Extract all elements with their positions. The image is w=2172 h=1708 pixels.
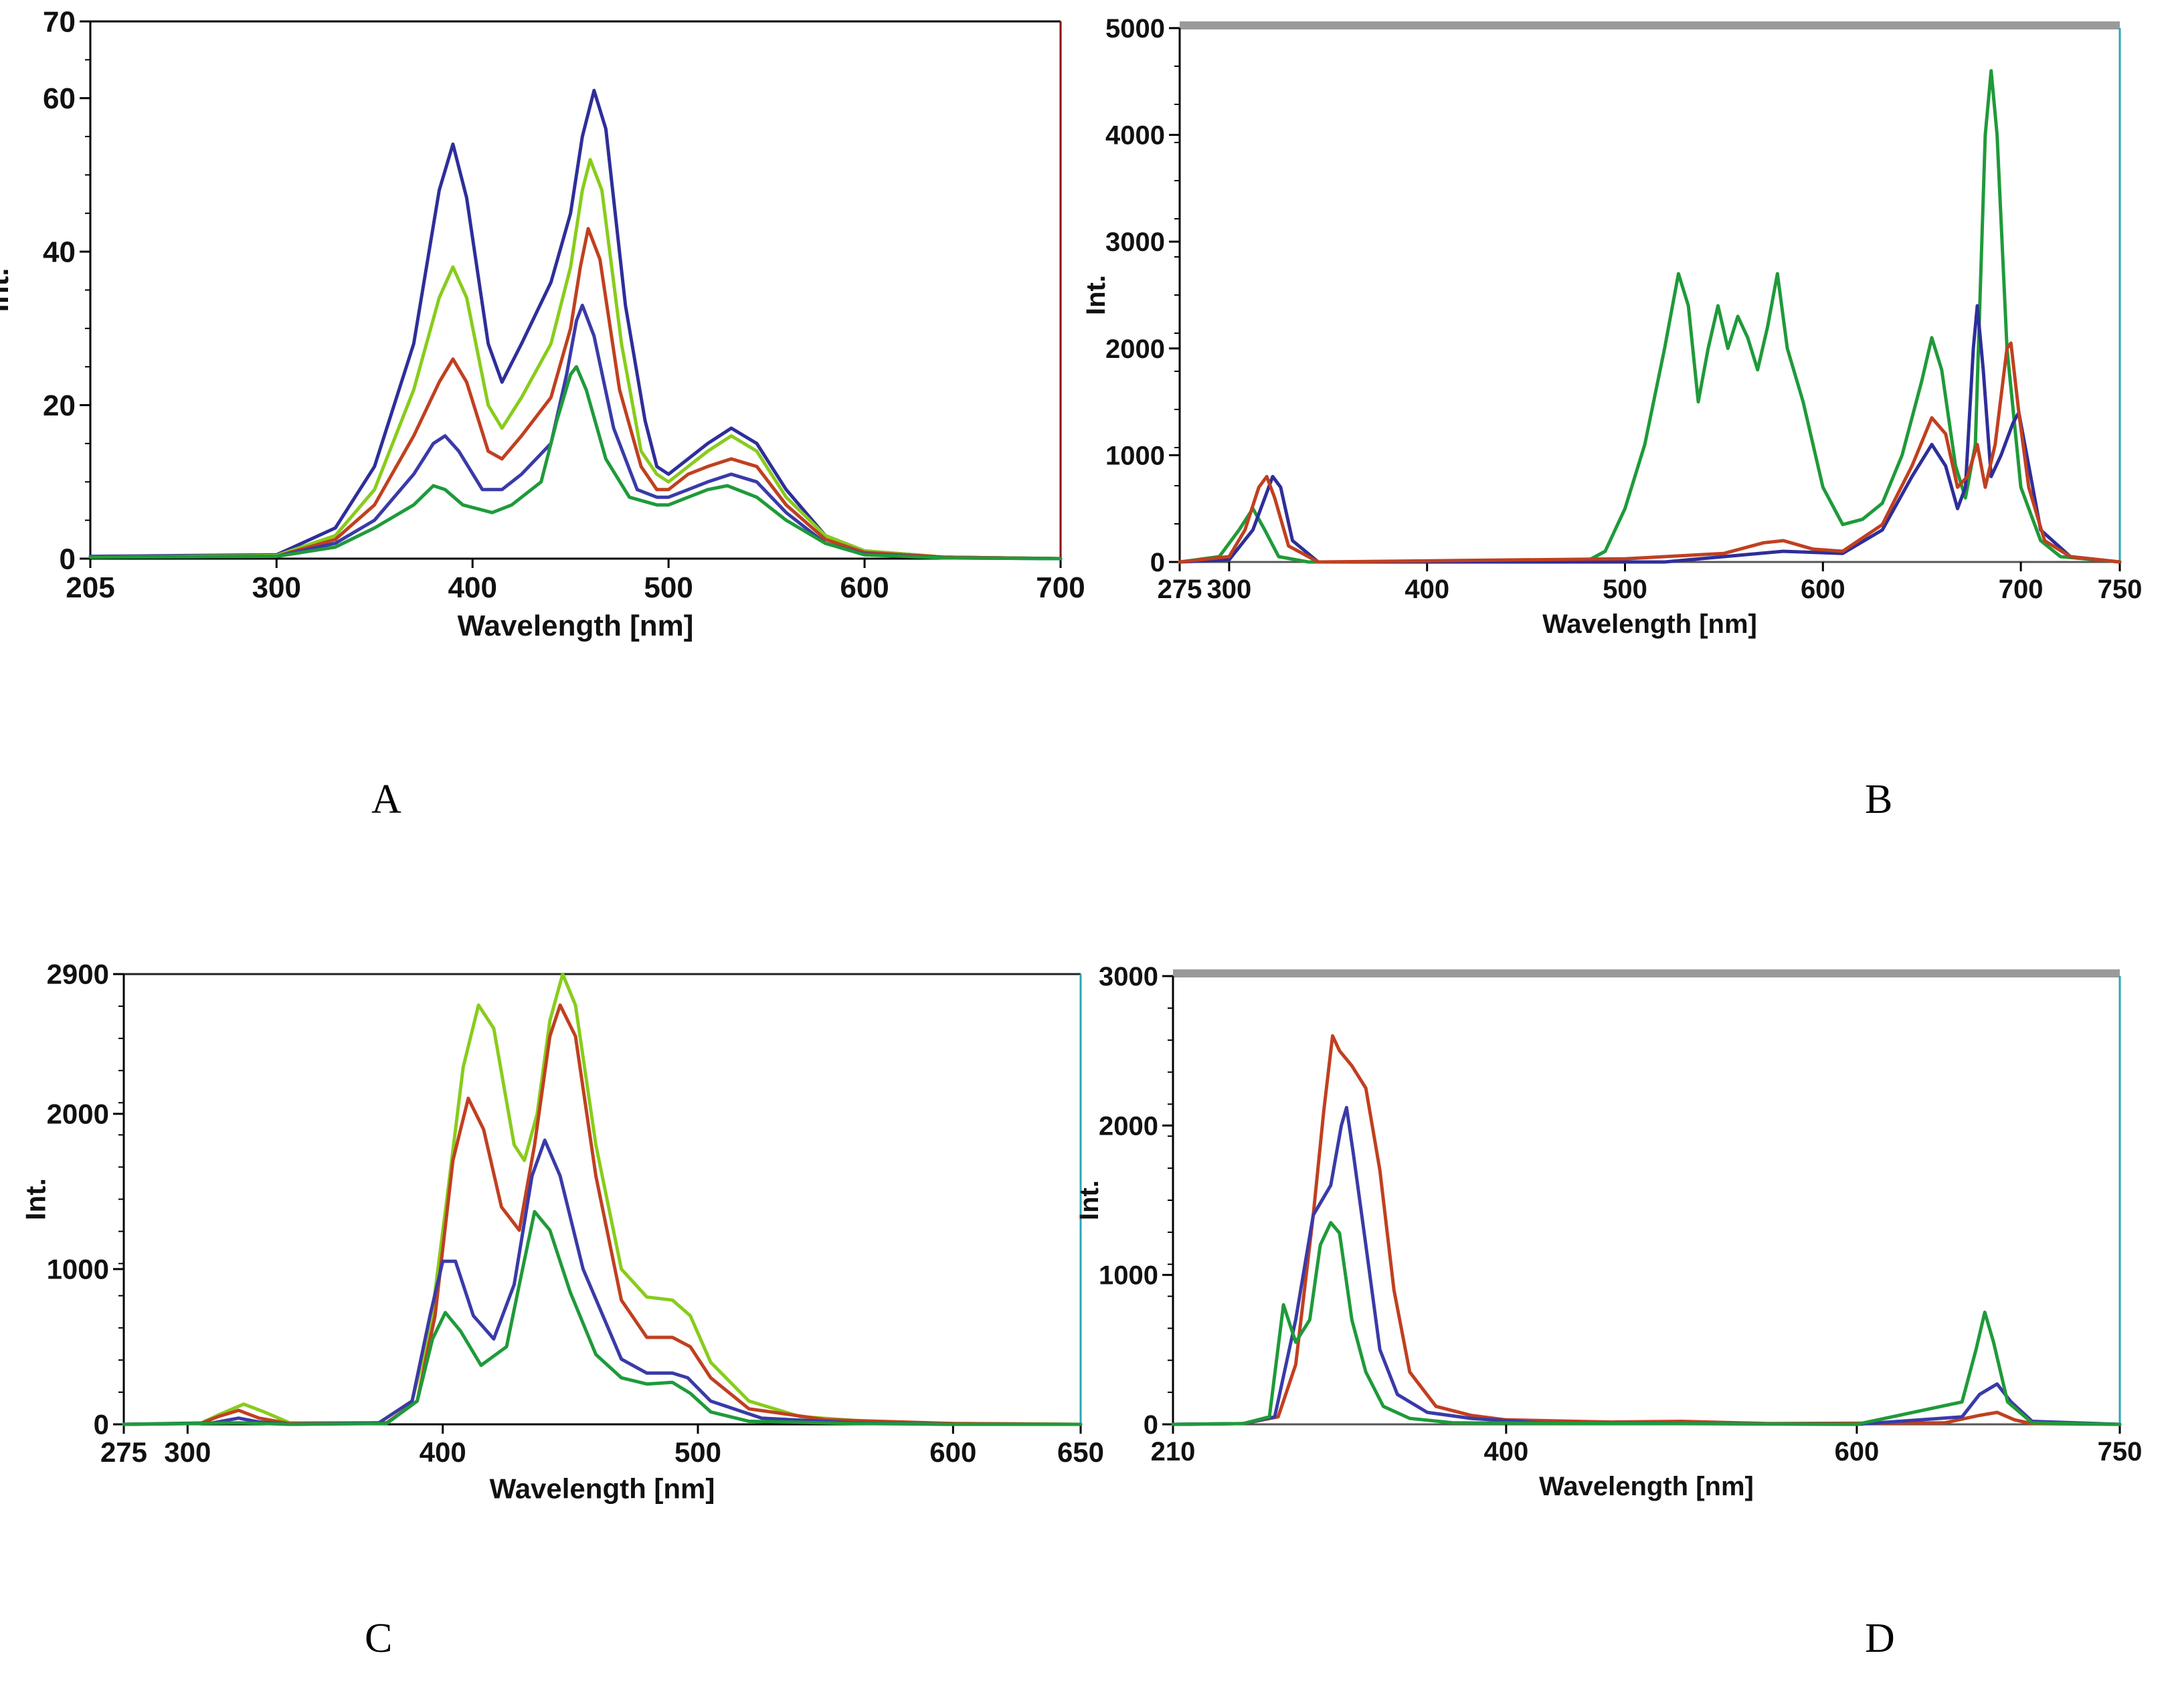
y-tick-label: 70 bbox=[43, 5, 76, 38]
x-tick-label: 600 bbox=[1801, 575, 1845, 604]
y-tick-label: 5000 bbox=[1105, 14, 1165, 43]
x-tick-label: 300 bbox=[1207, 575, 1252, 604]
x-tick-label: 300 bbox=[252, 571, 301, 604]
series-line-4 bbox=[122, 1210, 1083, 1426]
panel-label-c: C bbox=[365, 1616, 393, 1661]
x-tick-label: 600 bbox=[1835, 1437, 1880, 1466]
x-axis-label: Wavelength [nm] bbox=[490, 1473, 715, 1505]
x-tick-label: 500 bbox=[674, 1436, 721, 1468]
y-axis-label: Int. bbox=[19, 1178, 51, 1220]
x-tick-label: 400 bbox=[1483, 1437, 1528, 1466]
x-tick-label: 700 bbox=[1036, 571, 1085, 604]
series-line-2 bbox=[88, 158, 1063, 561]
x-tick-label: 700 bbox=[1999, 575, 2044, 604]
chart-d: 0 1000 2000 3000 210 400 600 750 Wavelength [nm]… bbox=[1075, 962, 2143, 1501]
x-axis-label: Wavelength [nm] bbox=[1539, 1472, 1754, 1501]
x-tick-label: 275 bbox=[1158, 575, 1202, 604]
x-tick-label: 275 bbox=[100, 1436, 147, 1468]
y-tick-label: 0 bbox=[94, 1409, 109, 1440]
x-tick-label: 400 bbox=[448, 571, 497, 604]
panel-a: 0 20 40 60 70 205 300 400 500 600 700 Wavelength [n… bbox=[0, 0, 1086, 852]
y-tick-label: 0 bbox=[1144, 1410, 1158, 1440]
x-axis-label: Wavelength [nm] bbox=[1542, 609, 1757, 639]
panel-b: 0 1000 2000 3000 4000 5000 275 300 400 500 600 700 7… bbox=[1081, 0, 2172, 852]
y-tick-label: 2000 bbox=[1099, 1111, 1158, 1141]
y-tick-label: 0 bbox=[1150, 548, 1165, 577]
y-tick-label: 4000 bbox=[1105, 121, 1165, 151]
y-tick-label: 1000 bbox=[1099, 1261, 1158, 1291]
x-tick-label: 400 bbox=[1405, 575, 1449, 604]
x-tick-label: 210 bbox=[1151, 1437, 1196, 1466]
y-axis-label: Int. bbox=[1075, 1180, 1104, 1220]
series-line-1 bbox=[122, 972, 1083, 1426]
y-axis-label: Int. bbox=[0, 268, 15, 312]
chart-c: 0 1000 2000 2900 275 300 400 500 600 650 Wavelengt… bbox=[19, 959, 1104, 1505]
y-tick-label: 40 bbox=[43, 236, 76, 269]
y-tick-label: 3000 bbox=[1105, 227, 1165, 257]
series-line-3 bbox=[1178, 341, 2122, 564]
y-tick-label: 60 bbox=[43, 82, 76, 115]
series-line-4 bbox=[88, 303, 1063, 561]
top-frame-band bbox=[1173, 969, 2120, 977]
y-tick-label: 2900 bbox=[47, 959, 109, 990]
panel-label-b: B bbox=[1865, 777, 1893, 822]
y-tick-label: 2000 bbox=[47, 1099, 109, 1130]
panel-label-d: D bbox=[1865, 1616, 1895, 1661]
panel-c: 0 1000 2000 2900 275 300 400 500 600 650 Wavelengt… bbox=[0, 852, 1104, 1705]
series-line-1 bbox=[1171, 1034, 2122, 1426]
panel-label-a: A bbox=[371, 777, 401, 822]
series-line-2 bbox=[1178, 304, 2122, 564]
series-line-1 bbox=[88, 88, 1063, 561]
x-tick-label: 600 bbox=[840, 571, 889, 604]
x-tick-label: 205 bbox=[66, 571, 114, 604]
y-tick-label: 2000 bbox=[1105, 335, 1165, 364]
x-tick-label: 300 bbox=[164, 1436, 211, 1468]
x-axis-label: Wavelength [nm] bbox=[458, 609, 694, 642]
series-line-5 bbox=[88, 365, 1063, 561]
series-line-2 bbox=[1171, 1106, 2122, 1426]
series-line-2 bbox=[122, 1003, 1083, 1426]
x-tick-label: 500 bbox=[1603, 575, 1647, 604]
x-tick-label: 750 bbox=[2098, 575, 2143, 604]
series-line-3 bbox=[1171, 1221, 2122, 1426]
x-tick-label: 600 bbox=[929, 1436, 976, 1468]
y-tick-label: 1000 bbox=[47, 1254, 109, 1285]
chart-b: 0 1000 2000 3000 4000 5000 275 300 400 500 600 700 7… bbox=[1081, 14, 2143, 639]
y-tick-label: 1000 bbox=[1105, 441, 1165, 470]
panel-d: 0 1000 2000 3000 210 400 600 750 Wavelength [nm]… bbox=[1075, 852, 2172, 1705]
series-line-3 bbox=[88, 227, 1063, 561]
y-axis-label: Int. bbox=[1081, 275, 1111, 315]
y-tick-label: 0 bbox=[60, 543, 76, 575]
x-tick-label: 500 bbox=[644, 571, 693, 604]
y-tick-label: 3000 bbox=[1099, 962, 1158, 991]
x-tick-label: 750 bbox=[2098, 1437, 2143, 1466]
top-frame-band bbox=[1180, 21, 2120, 29]
y-tick-label: 20 bbox=[43, 389, 76, 422]
chart-a: 0 20 40 60 70 205 300 400 500 600 700 Wavelength [n… bbox=[0, 5, 1085, 642]
x-tick-label: 400 bbox=[420, 1436, 466, 1468]
x-tick-label: 650 bbox=[1057, 1436, 1104, 1468]
